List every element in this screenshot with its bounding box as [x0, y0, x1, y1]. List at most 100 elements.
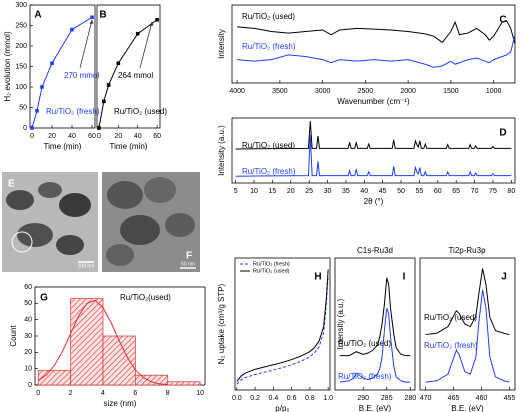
x-tick-label: 470	[420, 395, 432, 402]
x-axis-label: Wavenumber (cm⁻¹)	[337, 97, 410, 106]
series-label: Ru/TiO₂ (fresh)	[242, 42, 296, 51]
bar	[70, 298, 104, 386]
series-line	[236, 275, 329, 385]
annotation: 270 mmol	[64, 71, 99, 80]
point	[97, 126, 101, 130]
x-axis-label: 2θ (°)	[364, 197, 384, 206]
x-tick-label: 0	[30, 133, 34, 140]
x-tick-label: 40	[68, 133, 76, 140]
plot-frame	[96, 4, 161, 129]
x-tick-label: 1500	[443, 88, 459, 95]
y-axis-label: N₂ uptake (cm³/g STP)	[217, 283, 226, 364]
x-tick-label: 4	[101, 390, 105, 397]
series-line	[98, 19, 158, 129]
y-tick-label: 200	[15, 43, 27, 50]
x-tick-label: 55	[416, 188, 424, 195]
series-label: Ru/TiO₂ (used)	[424, 313, 477, 322]
series-label: Ru/TiO₂ (used)	[242, 141, 295, 150]
y-tick-label: 20	[24, 349, 32, 356]
point	[135, 31, 140, 36]
plot-frame	[419, 257, 516, 391]
annotation: 264 mmol	[118, 71, 153, 80]
x-tick-label: 0	[36, 390, 40, 397]
x-axis-label: Time (min)	[44, 142, 82, 151]
series-line	[339, 307, 411, 383]
panel-label: D	[499, 128, 506, 139]
x-tick-label: 60	[434, 188, 442, 195]
x-tick-label: 10	[250, 188, 258, 195]
x-tick-label: 460	[476, 395, 488, 402]
x-tick-label: 75	[489, 188, 497, 195]
x-tick-label: 1.0	[323, 395, 333, 402]
point	[101, 99, 106, 104]
x-tick-label: 20	[48, 133, 56, 140]
x-tick-label: 285	[381, 395, 393, 402]
x-tick-label: 60	[153, 133, 161, 140]
y-tick-label: 50	[24, 300, 32, 307]
y-tick-label: 300	[15, 2, 27, 9]
y-axis-label: Count	[9, 325, 18, 347]
annotation-arrow	[139, 21, 153, 69]
tem-image-e	[2, 172, 98, 272]
x-tick-label: 65	[452, 188, 460, 195]
panel-label: A	[34, 10, 41, 21]
x-tick-label: 4000	[229, 88, 245, 95]
tem-image-f	[102, 172, 200, 272]
scale-label: 100 nm	[78, 263, 95, 269]
x-tick-label: 1000	[486, 88, 502, 95]
plot-frame	[234, 257, 331, 391]
y-axis-label: Intensity	[217, 29, 226, 59]
panel-label: I	[403, 272, 406, 283]
series-line	[237, 34, 516, 68]
series-line	[235, 134, 512, 177]
y-tick-label: 0	[28, 382, 32, 389]
x-tick-label: 3500	[272, 88, 288, 95]
series-label: Ru/TiO₂ (used)	[338, 339, 391, 348]
point	[40, 85, 44, 89]
series-line	[425, 289, 510, 383]
panel-label: C	[499, 15, 506, 26]
point	[155, 17, 159, 22]
panel-label: J	[501, 272, 507, 283]
series-line	[425, 268, 510, 336]
y-tick-label: 250	[15, 22, 27, 29]
y-tick-label: 150	[15, 63, 27, 70]
series-label: Ru/TiO₂ (fresh)	[338, 372, 392, 381]
fit-line	[37, 299, 168, 386]
chart-title: C1s-Ru3d	[357, 246, 393, 255]
x-tick-label: 40	[134, 133, 142, 140]
x-tick-label: 0	[97, 133, 101, 140]
x-tick-label: 3000	[315, 88, 331, 95]
x-tick-label: 10	[196, 390, 204, 397]
x-axis-label: B.E. (eV)	[359, 404, 392, 412]
point	[106, 83, 111, 87]
panel-label: F	[186, 251, 192, 262]
chart-title: Ru/TiO₂(used)	[120, 293, 171, 302]
x-tick-label: 0.6	[287, 395, 297, 402]
series-label: Ru/TiO₂ (fresh)	[242, 167, 296, 176]
x-tick-label: 25	[305, 188, 313, 195]
point	[116, 61, 121, 66]
x-tick-label: 70	[471, 188, 479, 195]
x-tick-label: 465	[448, 395, 460, 402]
x-tick-label: 20	[287, 188, 295, 195]
panel-label: G	[40, 293, 48, 304]
x-tick-label: 0.2	[250, 395, 260, 402]
arrow-head	[149, 22, 154, 26]
y-tick-label: 50	[19, 104, 27, 111]
x-tick-label: 2000	[400, 88, 416, 95]
x-tick-label: 6	[133, 390, 137, 397]
plot-frame	[231, 117, 516, 184]
y-tick-label: 60	[24, 284, 32, 291]
x-tick-label: 15	[269, 188, 277, 195]
point	[35, 108, 39, 113]
y-tick-label: 0	[23, 125, 27, 132]
x-tick-label: 45	[379, 188, 387, 195]
plot-frame	[334, 257, 416, 391]
x-axis-label: Time (min)	[110, 142, 148, 151]
legend-label: Ru/TiO₂ (fresh)	[253, 261, 290, 267]
y-tick-label: 10	[24, 366, 32, 373]
x-tick-label: 455	[504, 395, 516, 402]
series-line	[31, 16, 93, 129]
x-tick-label: 0.0	[232, 395, 242, 402]
